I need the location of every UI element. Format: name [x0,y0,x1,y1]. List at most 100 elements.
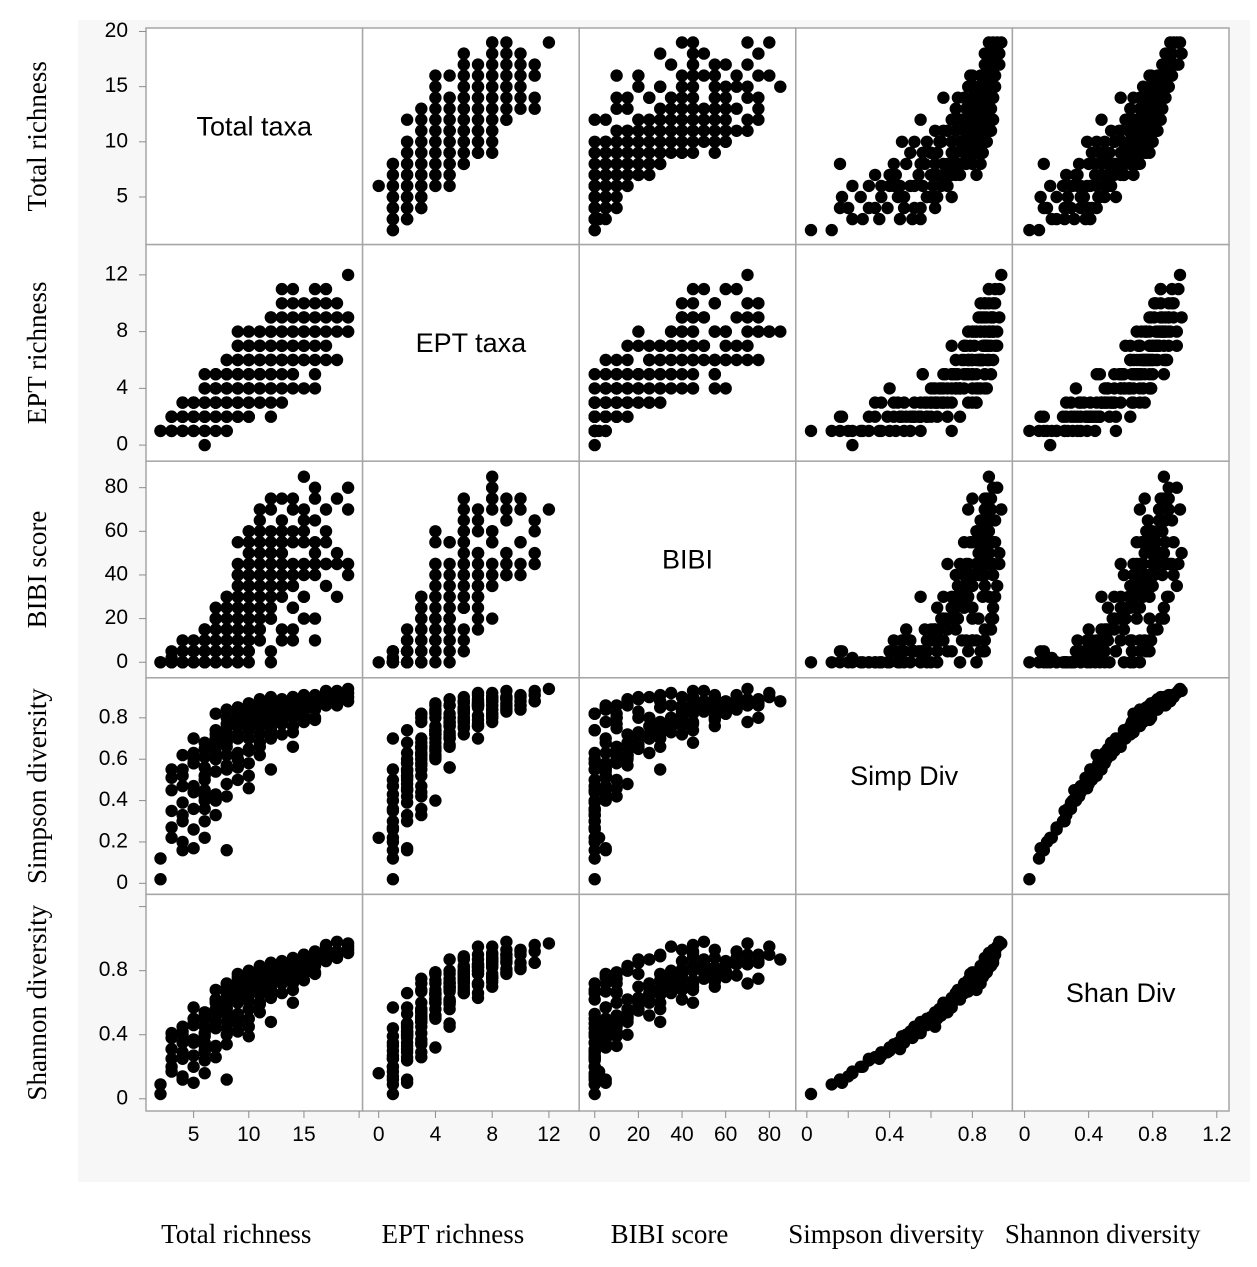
data-point [846,212,859,226]
data-point [752,297,765,310]
data-point [165,763,178,776]
points-ept-vs-shannon [1023,268,1188,452]
data-point [486,102,499,115]
data-point [741,339,754,352]
data-point [599,1038,612,1051]
y-axis-label-bibi: BIBI score [22,511,52,629]
data-point [730,311,743,324]
data-point [920,645,934,658]
data-point [675,297,689,310]
x-tick-label-bibi: 60 [714,1123,737,1146]
data-point [719,58,732,71]
data-point [198,656,211,669]
data-point [588,382,601,395]
data-point [599,1018,612,1032]
data-point [941,645,954,658]
data-point [253,325,266,338]
data-point [654,124,667,137]
data-point [275,492,289,505]
data-point [643,146,656,159]
data-point [500,568,513,582]
data-point [643,396,656,409]
data-point [708,113,721,126]
data-point [1143,69,1156,82]
data-point [654,47,667,60]
data-point [1112,124,1126,137]
data-point [1060,168,1073,182]
data-point [308,695,322,708]
data-point [1074,656,1087,669]
data-point [599,424,612,438]
data-point [486,124,499,137]
data-point [542,937,556,950]
data-point [1138,396,1151,409]
y-axis-label-ept: EPT richness [22,282,52,425]
data-point [1074,190,1087,204]
data-point [976,353,989,367]
data-point [1098,750,1111,764]
data-point [386,732,400,745]
data-point [730,102,743,115]
data-point [686,311,700,324]
data-point [654,339,667,352]
data-point [1034,190,1047,204]
data-point [1144,311,1158,324]
data-point [231,986,244,1000]
data-point [264,311,278,324]
data-point [400,168,414,182]
data-point [1144,135,1158,148]
data-point [599,382,612,395]
data-point [1109,410,1123,423]
data-point [972,612,985,625]
data-point [986,113,1000,126]
data-point [926,623,940,636]
data-point [341,946,355,960]
data-point [599,1073,612,1086]
data-point [914,590,927,603]
data-point [1037,844,1051,857]
data-point [275,699,289,712]
data-point [297,612,311,625]
data-point [187,645,200,658]
data-point [675,690,689,704]
y-tick-label-simpson: 0.8 [99,705,128,728]
data-point [286,368,300,381]
data-point [846,179,859,193]
data-point [982,557,996,571]
data-point [176,808,189,822]
y-axis-label-total: Total richness [22,61,52,211]
data-point [220,612,233,625]
data-point [708,980,721,993]
data-point [664,146,678,159]
data-point [697,69,711,82]
data-point [1032,424,1046,438]
data-point [708,80,721,93]
data-point [176,656,189,669]
data-point [500,80,513,93]
data-point [308,948,322,961]
data-point [920,190,934,204]
data-point [264,568,278,582]
data-point [231,353,244,367]
data-point [610,168,623,182]
data-point [209,656,222,669]
data-point [1090,135,1103,148]
data-point [980,382,993,395]
data-point [341,311,355,324]
data-point [708,102,721,115]
data-point [686,695,700,708]
diagonal-label-shannon: Shan Div [1066,978,1176,1008]
data-point [1050,190,1063,204]
data-point [1072,645,1086,658]
data-point [386,823,400,836]
data-point [319,282,333,296]
data-point [286,568,300,582]
data-point [457,623,470,636]
data-point [1098,623,1111,636]
data-point [471,732,485,745]
data-point [588,1036,601,1049]
data-point [198,1039,211,1053]
data-point [500,102,513,115]
data-point [599,757,612,770]
data-point [599,353,612,367]
